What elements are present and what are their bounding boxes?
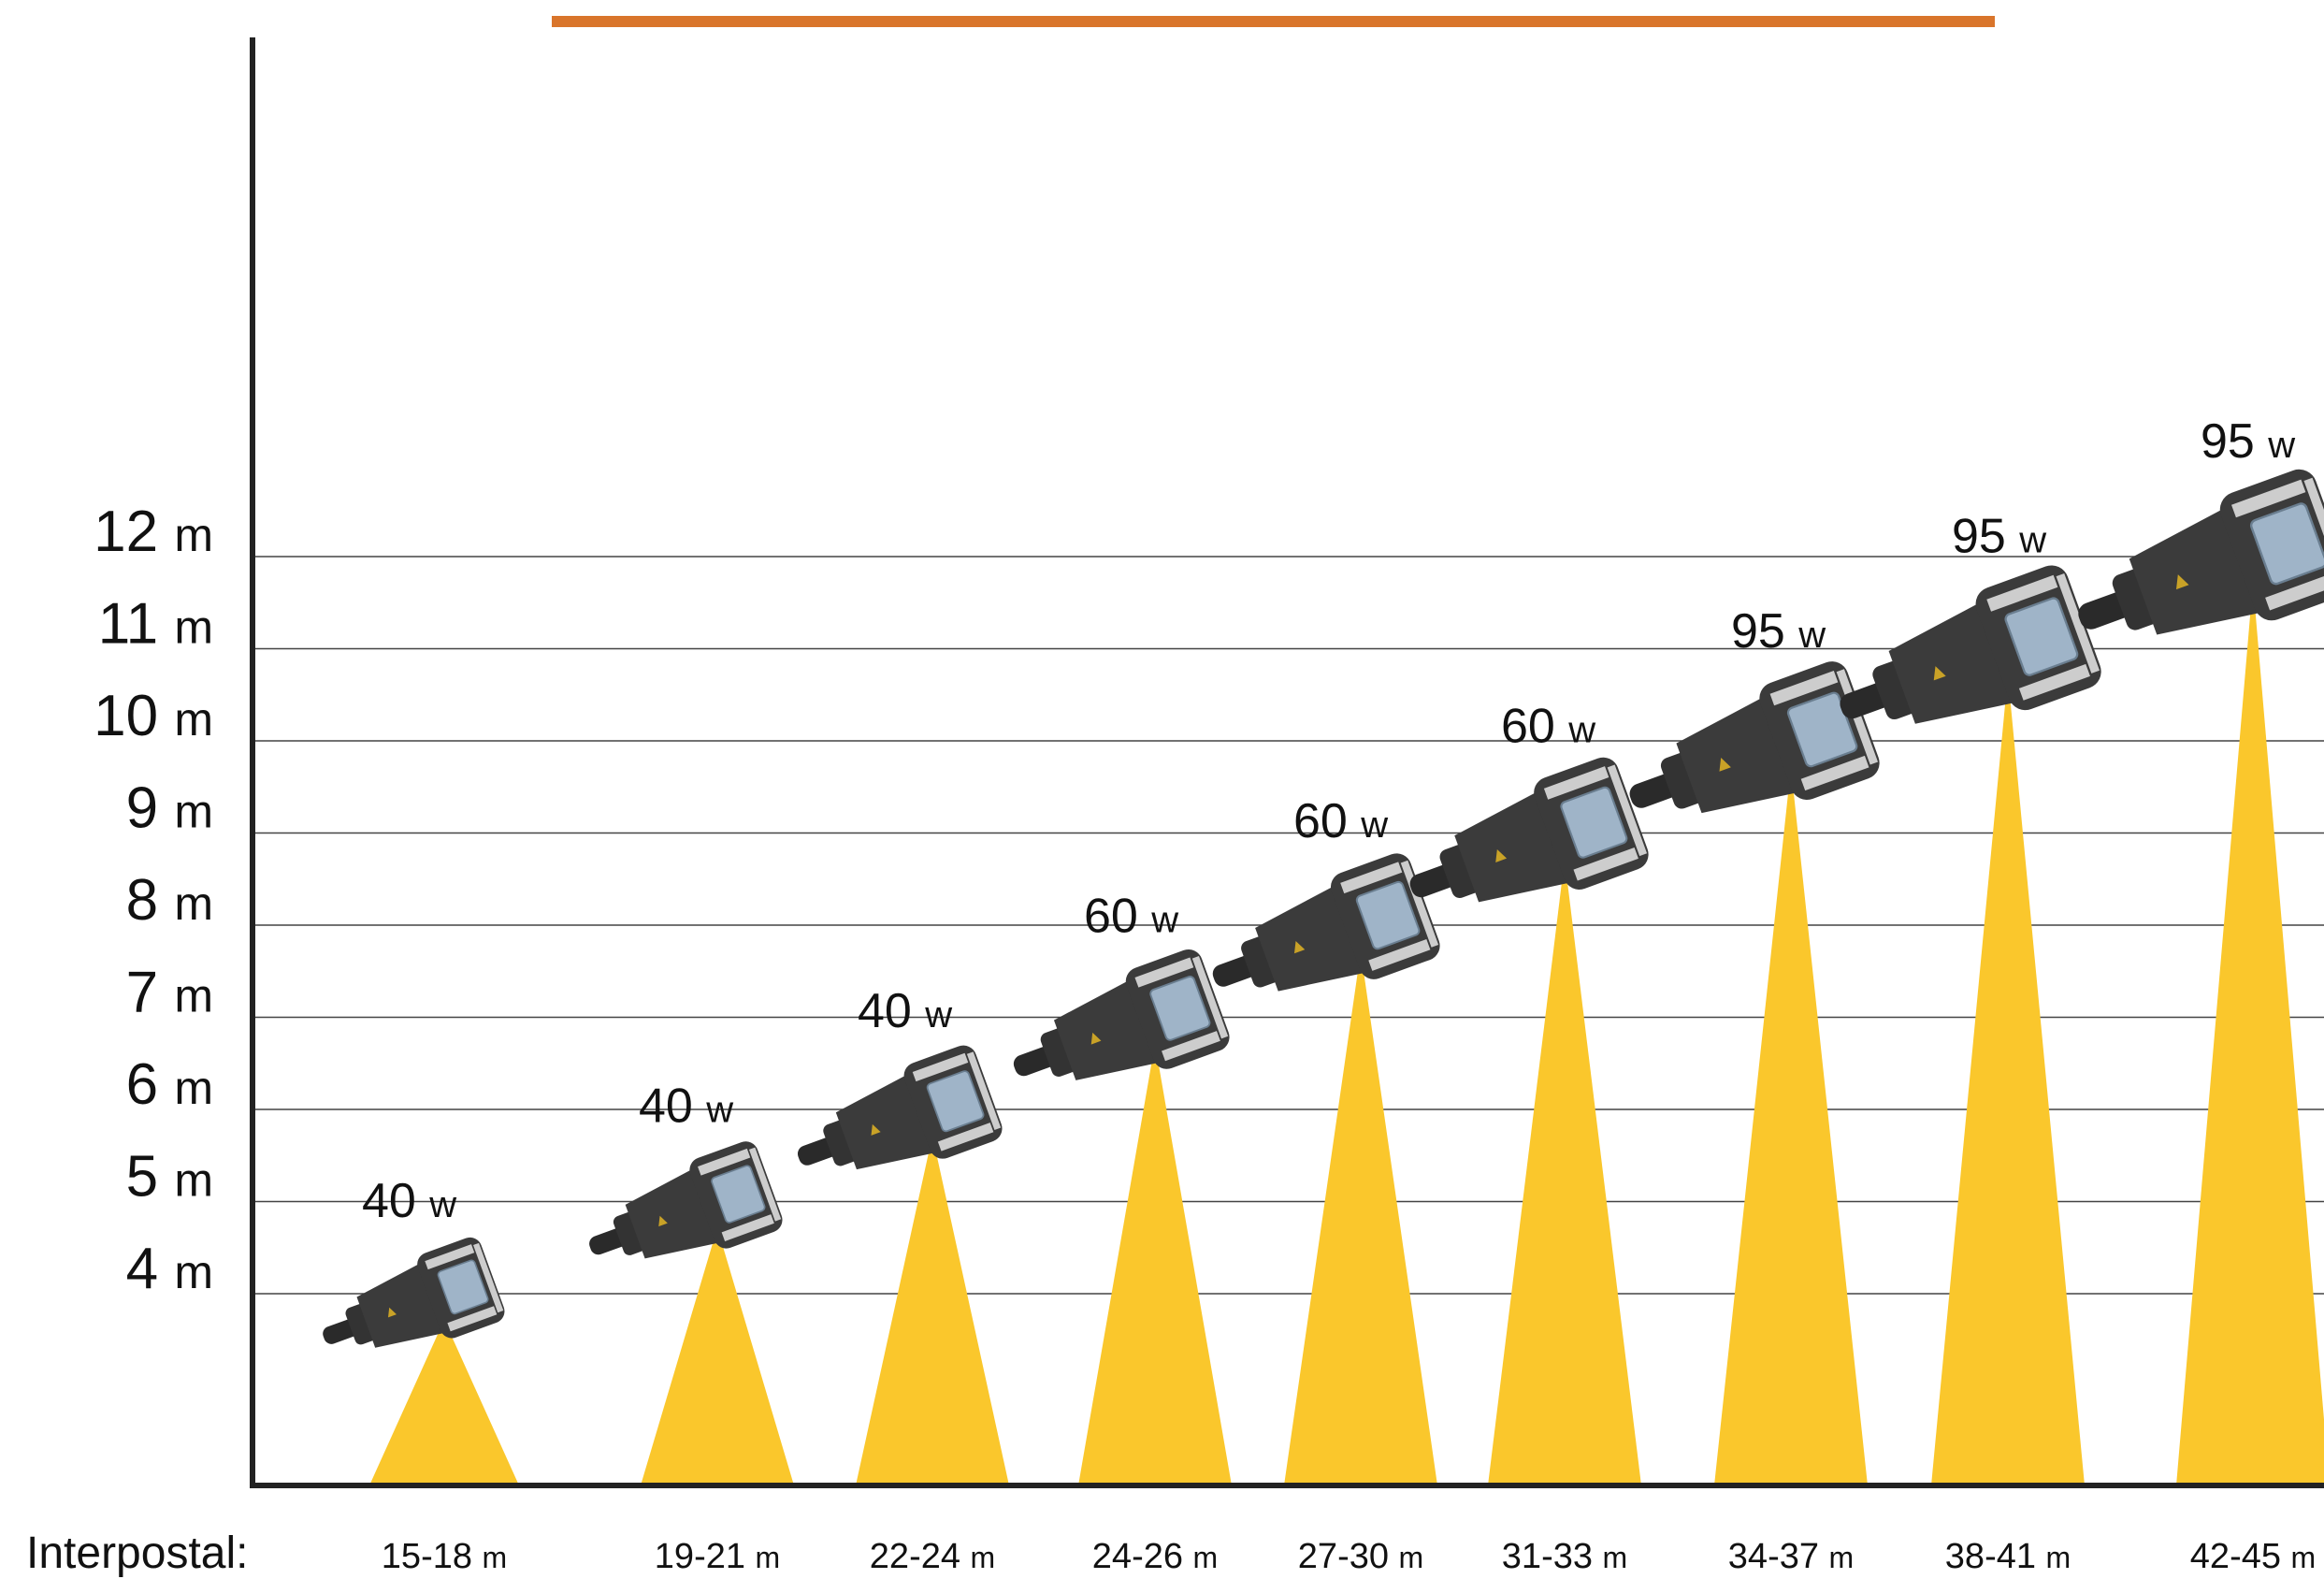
y-tick-label: 10 m (94, 684, 213, 748)
x-tick-labels: 15-18 m 19-21 m 22-24 m 24-26 m 27-30 m 31-33… (382, 1537, 2316, 1576)
street-light-icon (1013, 949, 1230, 1080)
light-beam (1488, 859, 1641, 1485)
x-tick-label: 22-24 m (870, 1537, 995, 1576)
x-tick-label: 15-18 m (382, 1537, 507, 1576)
light-beam (1714, 767, 1868, 1485)
axes (250, 37, 2324, 1488)
x-tick-label: 34-37 m (1728, 1537, 1854, 1576)
wattage-labels: 40 w 40 w 40 w 60 w 60 w 60 w 95 w 95 w 95 w (362, 414, 2295, 1228)
y-tick-label: 7 m (126, 961, 213, 1025)
y-tick-label: 11 m (98, 592, 213, 657)
street-light-icon (797, 1045, 1003, 1170)
wattage-label: 40 w (362, 1174, 456, 1228)
x-tick-label: 38-41 m (1945, 1537, 2071, 1576)
wattage-label: 60 w (1501, 700, 1595, 754)
x-tick-label: 24-26 m (1092, 1537, 1218, 1576)
x-tick-label: 42-45 m (2190, 1537, 2316, 1576)
y-tick-label: 9 m (126, 776, 213, 841)
light-beam (2176, 583, 2324, 1485)
x-tick-label: 27-30 m (1298, 1537, 1423, 1576)
wattage-label: 40 w (639, 1079, 733, 1134)
light-beam (856, 1136, 1009, 1485)
street-light-icon (323, 1237, 505, 1348)
header-accent-bar (552, 16, 1995, 27)
wattage-label: 60 w (1084, 890, 1178, 944)
street-light-icon (1212, 853, 1440, 992)
y-tick-label: 4 m (126, 1237, 213, 1301)
x-tick-label: 19-21 m (655, 1537, 780, 1576)
light-beams (369, 583, 2324, 1485)
y-tick-label: 6 m (126, 1052, 213, 1117)
light-beam (1078, 1043, 1232, 1485)
x-tick-label: 31-33 m (1502, 1537, 1627, 1576)
y-tick-label: 8 m (126, 868, 213, 933)
luminaires (323, 469, 2324, 1348)
light-beam (1284, 951, 1437, 1485)
street-light-icon (1629, 661, 1880, 814)
y-tick-label: 5 m (126, 1145, 213, 1210)
street-light-icon (1840, 565, 2101, 724)
y-tick-labels: 4 m 5 m 6 m 7 m 8 m 9 m 10 m 11 m 12 m (94, 500, 213, 1301)
wattage-label: 60 w (1293, 794, 1388, 848)
light-beam (369, 1320, 519, 1485)
y-tick-label: 12 m (94, 500, 213, 564)
wattage-label: 95 w (1731, 604, 1826, 659)
wattage-label: 95 w (2201, 414, 2295, 469)
street-light-icon (2078, 469, 2324, 635)
street-light-icon (1409, 757, 1649, 903)
x-axis-label: Interpostal: (26, 1528, 248, 1578)
wattage-label: 40 w (858, 984, 952, 1038)
light-beam (641, 1227, 794, 1485)
street-light-icon (589, 1141, 783, 1259)
light-beam (1931, 674, 2085, 1485)
wattage-label: 95 w (1952, 510, 2046, 564)
